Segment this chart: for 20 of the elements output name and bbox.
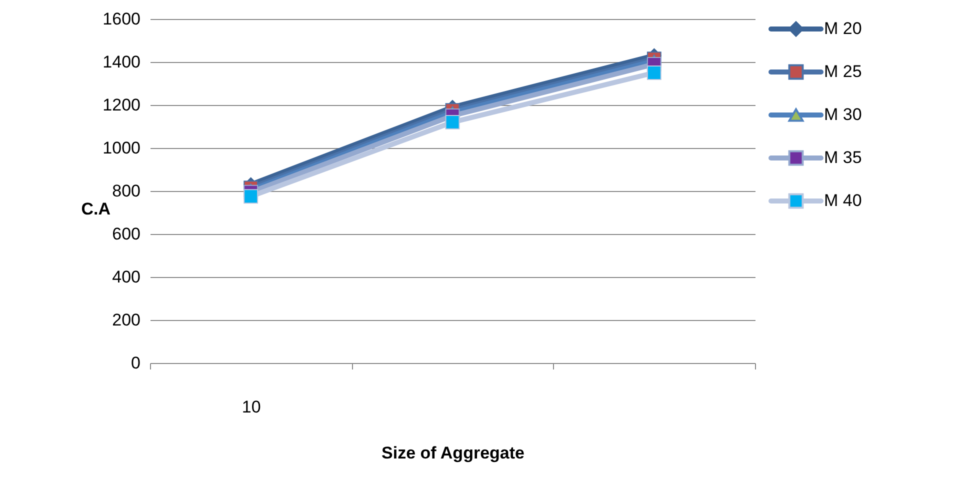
y-axis-title: C.A	[81, 200, 110, 218]
x-axis-title: Size of Aggregate	[382, 444, 524, 462]
point	[244, 189, 258, 204]
y-tick-label: 1400	[102, 52, 140, 72]
y-tick-label: 0	[131, 354, 140, 372]
y-tick-label: 1000	[102, 138, 140, 158]
legend-label: M 30	[824, 105, 862, 124]
legend-label: M 25	[824, 62, 862, 81]
legend-label: M 20	[824, 19, 862, 38]
legend-label: M 35	[824, 148, 862, 167]
point	[445, 114, 460, 130]
point	[646, 66, 662, 80]
y-tick-label: 200	[112, 310, 140, 330]
legend-label: M 40	[824, 191, 862, 210]
y-tick-label: 1600	[102, 10, 140, 28]
x-tick-label: 10	[242, 398, 261, 416]
y-tick-label: 400	[112, 268, 140, 286]
y-tick-label: 600	[112, 224, 140, 244]
y-tick-label: 1200	[102, 96, 140, 114]
y-tick-label: 800	[112, 182, 140, 200]
